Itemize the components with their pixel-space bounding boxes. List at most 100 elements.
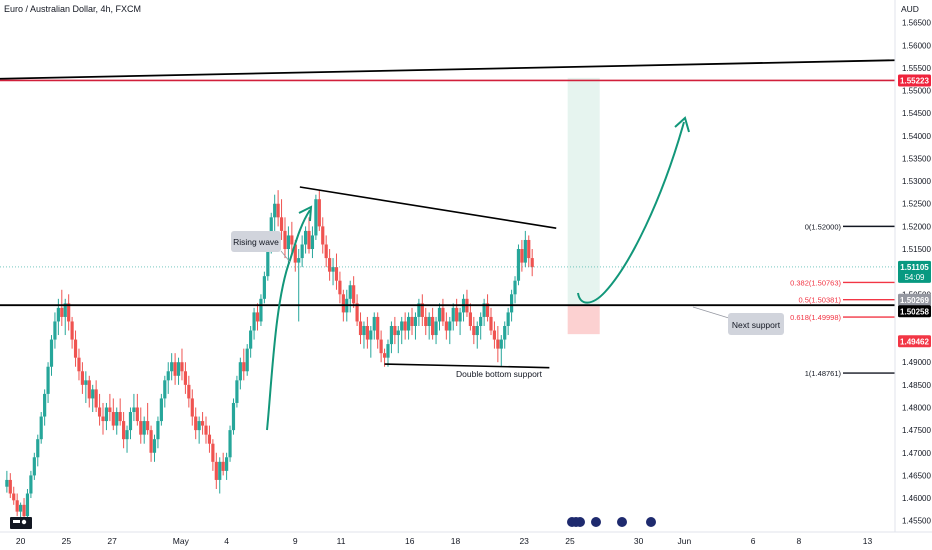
candle-body: [437, 307, 442, 322]
double-bottom-line[interactable]: [384, 363, 550, 369]
price-tag-label: 1.55223: [900, 76, 929, 85]
next-support-callout[interactable]: Next support: [692, 306, 784, 335]
time-tick-label: 25: [565, 536, 575, 546]
time-axis[interactable]: 20 25 27 May 4 9 11 16 18 23 25 30 Jun 6 8 13: [16, 536, 873, 546]
time-tick-label: May: [173, 536, 190, 546]
price-tag[interactable]: [898, 305, 931, 318]
candle-body: [115, 412, 119, 426]
candle-body: [84, 380, 88, 385]
candle-body: [87, 380, 91, 399]
next-support-label: Next support: [732, 320, 781, 330]
rising-trendline[interactable]: [0, 59, 896, 80]
event-icon[interactable]: [591, 517, 601, 527]
fibonacci-retracement[interactable]: 0(1.52000) 0.382(1.50763) 0.5(1.50381) 0.61…: [790, 222, 895, 378]
event-icon[interactable]: [575, 517, 585, 527]
candle-body: [334, 267, 339, 281]
position-loss-zone[interactable]: [567, 305, 600, 335]
time-tick-label: 18: [451, 536, 461, 546]
candle-body: [314, 199, 318, 236]
price-tick-label: 1.55500: [902, 64, 931, 73]
candle-body: [259, 298, 263, 322]
price-tick-label: 1.47500: [902, 426, 931, 435]
candle-body: [118, 412, 122, 422]
candle-body: [29, 475, 33, 494]
price-tick-label: 1.56500: [902, 19, 931, 28]
candle-body: [170, 362, 174, 372]
candle-body: [39, 416, 43, 440]
tradingview-logo[interactable]: [10, 517, 32, 529]
candle-body: [297, 258, 301, 263]
candle-body: [444, 321, 448, 331]
candle-body: [482, 303, 486, 317]
candle-body: [56, 307, 60, 322]
callout-pointer: [692, 306, 733, 320]
candle-body: [207, 434, 212, 444]
candle-body: [400, 321, 404, 331]
candle-body: [509, 294, 514, 313]
candle-body: [513, 280, 517, 295]
candle-body: [255, 312, 260, 322]
price-tag[interactable]: [898, 335, 931, 348]
candle-body: [358, 321, 363, 336]
event-icon[interactable]: [617, 517, 627, 527]
candle-body: [307, 230, 311, 250]
candle-body: [218, 461, 222, 480]
candle-body: [348, 285, 352, 299]
candle-body: [104, 407, 109, 422]
candle-body: [403, 321, 407, 331]
candle-body: [60, 307, 64, 317]
fib-level-label: 0(1.52000): [805, 222, 842, 231]
time-tick-label: 8: [796, 536, 801, 546]
candle-body: [187, 384, 191, 399]
candle-body: [22, 504, 26, 517]
projection-arrowhead: [674, 116, 690, 133]
price-tag[interactable]: [898, 74, 931, 87]
event-icon[interactable]: [646, 517, 656, 527]
candle-body: [183, 371, 188, 385]
candle-body: [431, 316, 435, 336]
candle-body: [448, 321, 452, 331]
price-tick-label: 1.52500: [902, 200, 931, 209]
candle-body: [242, 362, 246, 372]
price-tag[interactable]: [898, 260, 931, 283]
price-tick-label: 1.47000: [902, 449, 931, 458]
candle-body: [43, 393, 47, 417]
candle-body: [286, 235, 291, 250]
candle-body: [427, 316, 431, 326]
candle-body: [49, 339, 54, 367]
candle-body: [139, 421, 143, 435]
position-profit-zone[interactable]: [567, 77, 600, 306]
candle-body: [424, 316, 428, 326]
candle-body: [125, 430, 129, 440]
candle-body: [379, 339, 383, 354]
candle-body: [303, 230, 308, 245]
price-tag-label: 1.50269: [900, 296, 929, 305]
candle-body: [211, 443, 215, 462]
candle-body: [458, 312, 462, 322]
candle-body: [503, 325, 507, 340]
candle-body: [63, 303, 67, 317]
fib-level-label: 0.382(1.50763): [790, 278, 841, 287]
candle-body: [338, 280, 342, 295]
candle-body: [396, 330, 400, 336]
candle-body: [369, 330, 373, 340]
candle-body: [475, 325, 479, 336]
time-tick-label: 4: [224, 536, 229, 546]
rising-wave-callout[interactable]: Rising wave: [231, 231, 291, 263]
candle-body: [273, 203, 277, 218]
price-tag-label: 1.49462: [900, 337, 929, 346]
candle-body: [166, 371, 170, 381]
time-tick-label: 6: [751, 536, 756, 546]
price-tick-label: 1.48500: [902, 381, 931, 390]
projection-arrow[interactable]: [577, 121, 685, 304]
candle-body: [228, 430, 232, 458]
price-tag[interactable]: [898, 293, 931, 306]
candle-body: [451, 307, 455, 322]
candle-body: [413, 316, 418, 326]
candle-body: [132, 407, 136, 413]
candle-body: [152, 439, 157, 453]
descending-trendline[interactable]: [299, 186, 557, 229]
rising-wave-arrow[interactable]: [266, 209, 311, 431]
